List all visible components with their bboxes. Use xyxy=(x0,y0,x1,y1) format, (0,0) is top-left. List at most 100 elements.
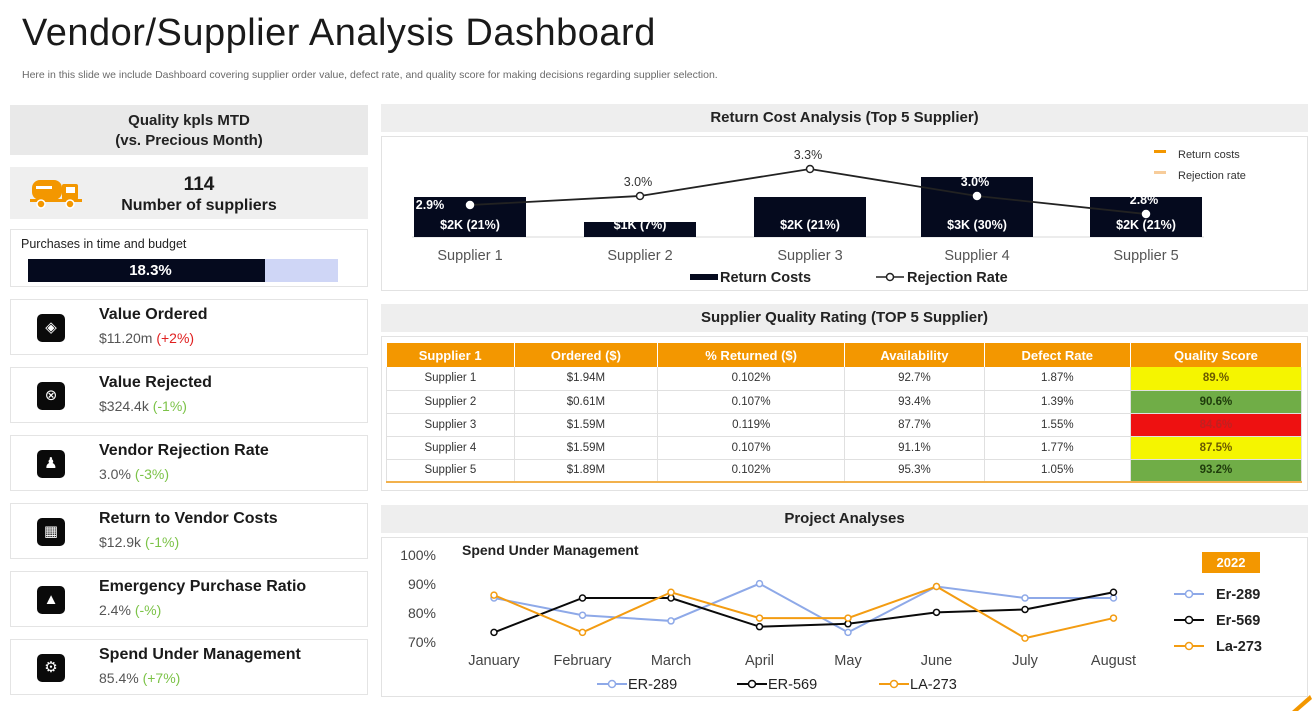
bar-data-label: $2K (21%) xyxy=(440,218,500,232)
line-data-label: 3.0% xyxy=(624,175,653,189)
table-row: Supplier 1 $1.94M 0.102% 92.7% 1.87% 89.% xyxy=(386,367,1303,391)
quality-score-cell: 89.% xyxy=(1130,367,1303,391)
project-chart: 100% 90% 80% 70% Spend Under Management Janua… xyxy=(400,542,1262,693)
bar-data-label: $3K (30%) xyxy=(947,218,1007,232)
x-tick-label: Supplier 1 xyxy=(437,248,502,264)
bar-data-label: $2K (21%) xyxy=(780,218,840,232)
page-subtitle: Here in this slide we include Dashboard … xyxy=(22,69,718,81)
supplier-count: 114 xyxy=(183,174,215,195)
truck-icon xyxy=(30,174,84,215)
bar-data-label: $1K (7%) xyxy=(614,218,667,232)
series-point xyxy=(1021,634,1029,642)
table-cell: 91.1% xyxy=(844,436,985,460)
kpi-value: 2.4% (-%) xyxy=(99,602,161,618)
table-cell: 0.107% xyxy=(657,436,846,460)
bar-data-label: $2K (21%) xyxy=(1116,218,1176,232)
legend-swatch xyxy=(1184,589,1194,599)
kpi-value: 3.0% (-3%) xyxy=(99,466,169,482)
return-cost-bar xyxy=(754,197,866,237)
gear-money-icon: ⚙ xyxy=(37,654,65,682)
table-cell: $0.61M xyxy=(514,390,659,414)
purchases-value: 18.3% xyxy=(129,262,172,279)
quality-score-cell: 93.2% xyxy=(1130,459,1303,483)
return-cost-bar xyxy=(584,222,696,237)
kpi-card-spend-under-management: ⚙ Spend Under Management 85.4% (+7%) xyxy=(10,639,368,695)
table-cell: Supplier 3 xyxy=(386,413,515,437)
rejection-rate-point xyxy=(972,191,982,201)
table-cell: 1.55% xyxy=(984,413,1131,437)
purchases-card: Purchases in time and budget 18.3% xyxy=(10,229,368,287)
kpi-title: Spend Under Management xyxy=(99,646,301,663)
table-cell: 0.107% xyxy=(657,390,846,414)
user-reject-icon: ♟ xyxy=(37,450,65,478)
y-tick-label: 100% xyxy=(400,547,436,563)
kpi-amount: $12.9k xyxy=(99,534,142,550)
purchases-label: Purchases in time and budget xyxy=(21,237,187,251)
column-header: Availability xyxy=(844,343,985,367)
kpi-value: $324.4k (-1%) xyxy=(99,398,187,414)
legend-label: La-273 xyxy=(1216,639,1262,655)
kpi-header: Quality kpls MTD (vs. Precious Month) xyxy=(10,105,368,155)
kpi-title: Vendor Rejection Rate xyxy=(99,442,269,459)
table-row: Supplier 2 $0.61M 0.107% 93.4% 1.39% 90.6% xyxy=(386,390,1303,414)
kpi-card-vendor-rejection-rate: ♟ Vendor Rejection Rate 3.0% (-3%) xyxy=(10,435,368,491)
series-point xyxy=(844,614,852,622)
kpi-header-line1: Quality kpls MTD xyxy=(128,112,250,129)
legend-swatch xyxy=(607,679,617,689)
x-tick-label: June xyxy=(921,653,952,669)
series-point xyxy=(578,594,587,602)
kpi-value: $12.9k (-1%) xyxy=(99,534,179,550)
kpi-amount: 3.0% xyxy=(99,466,131,482)
column-header: Ordered ($) xyxy=(514,343,659,367)
return-cost-bar xyxy=(921,177,1033,237)
x-tick-label: August xyxy=(1091,653,1136,669)
kpi-header-line2: (vs. Precious Month) xyxy=(115,132,263,149)
kpi-amount: 85.4% xyxy=(99,670,139,686)
kpi-change: (+2%) xyxy=(156,330,195,346)
table-cell: Supplier 4 xyxy=(386,436,515,460)
table-header-row: Supplier 1 Ordered ($) % Returned ($) Av… xyxy=(386,343,1303,367)
kpi-card-value-rejected: ⊗ Value Rejected $324.4k (-1%) xyxy=(10,367,368,423)
x-tick-label: July xyxy=(1012,653,1039,669)
series-point xyxy=(1109,588,1118,597)
column-header: % Returned ($) xyxy=(657,343,846,367)
legend-label: Return Costs xyxy=(720,270,811,286)
return-cost-header: Return Cost Analysis (Top 5 Supplier) xyxy=(381,104,1308,132)
kpi-amount: $11.20m xyxy=(99,330,153,346)
x-tick-label: March xyxy=(651,653,691,669)
legend-label: ER-569 xyxy=(768,677,817,693)
rejection-rate-point xyxy=(465,200,475,210)
column-header: Quality Score xyxy=(1130,343,1303,367)
series-line xyxy=(493,585,1114,640)
project-header: Project Analyses xyxy=(381,505,1308,533)
table-cell: 1.87% xyxy=(984,367,1131,391)
series-point xyxy=(932,582,941,591)
legend-label: Er-569 xyxy=(1216,613,1260,629)
x-tick-label: April xyxy=(745,653,774,669)
series-point xyxy=(755,579,764,588)
column-header: Supplier 1 xyxy=(386,343,515,367)
table-cell: 1.05% xyxy=(984,459,1131,483)
series-point xyxy=(667,588,675,597)
purchases-progress-fill xyxy=(28,259,265,282)
table-cell: 0.119% xyxy=(657,413,846,437)
table-cell: 92.7% xyxy=(844,367,985,391)
corner-accent-icon xyxy=(1292,695,1312,711)
rejection-rate-point xyxy=(1141,209,1151,219)
series-point xyxy=(1021,594,1029,602)
series-point xyxy=(844,628,852,637)
table-cell: 93.4% xyxy=(844,390,985,414)
kpi-title: Emergency Purchase Ratio xyxy=(99,578,307,595)
y-tick-label: 90% xyxy=(408,576,436,592)
table-cell: Supplier 5 xyxy=(386,459,515,483)
series-point xyxy=(490,591,498,599)
page-title: Vendor/Supplier Analysis Dashboard xyxy=(22,12,656,54)
money-hand-icon: ◈ xyxy=(37,314,65,342)
quality-score-cell: 87.5% xyxy=(1130,436,1303,460)
supplier-count-card: 114 Number of suppliers xyxy=(10,167,368,219)
series-point xyxy=(1021,605,1029,614)
quality-score-cell: 90.6% xyxy=(1130,390,1303,414)
table-cell: Supplier 1 xyxy=(386,367,515,391)
table-cell: $1.59M xyxy=(514,436,659,460)
series-point xyxy=(1109,614,1118,622)
